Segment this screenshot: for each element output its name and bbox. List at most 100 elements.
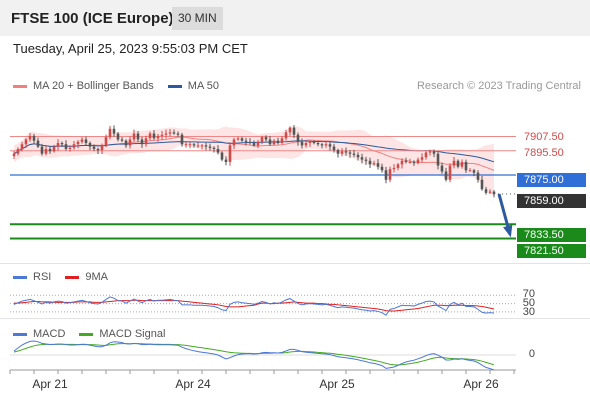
candle [208,146,212,148]
candle [40,146,44,154]
candle [248,141,252,144]
candle [356,154,360,158]
legend-macd-signal: MACD Signal [99,328,166,340]
rsi-level-70: 70 [522,288,535,300]
candle [272,140,276,145]
ma20-swatch [13,84,27,88]
candle [328,144,332,147]
candle [472,170,476,173]
candle [468,170,472,172]
candle [316,143,320,145]
x-tick-label: Apr 25 [319,377,355,391]
candle [220,152,224,160]
candle [132,133,136,140]
candle [332,146,336,151]
macd-swatch [13,332,27,336]
candle [92,146,96,149]
candle [136,133,140,140]
candle [156,135,160,139]
macd-signal-swatch [79,332,94,336]
candle [412,162,416,164]
candle [184,144,188,146]
support-1-label: 7833.50 [517,228,586,242]
x-tick-label: Apr 24 [175,377,211,391]
candle [372,163,376,165]
candle [336,150,340,154]
candle [376,163,380,167]
candle [388,169,392,180]
candle [392,167,396,170]
candle [252,143,256,146]
candle [312,141,316,144]
candle [112,128,116,134]
candle [80,139,84,142]
candle [268,139,272,145]
candle [420,157,424,160]
legend-rsi-ma: 9MA [85,271,108,283]
candle [32,135,36,141]
legend-macd: MACD [33,328,66,340]
candle [116,133,120,140]
candle [44,148,48,154]
candle [352,153,356,155]
chart-header: FTSE 100 (ICE Europe) 30 MIN [0,0,590,36]
candle [176,133,180,135]
resistance-2-label: 7907.50 [524,131,564,143]
candle [296,134,300,142]
candle [224,159,228,162]
candle [152,133,156,139]
support-2-label: 7821.50 [517,244,586,258]
candle [320,144,324,146]
copyright-text: Research © 2023 Trading Central [416,80,581,92]
candle [212,147,216,149]
candle [428,151,432,153]
candle [36,140,40,147]
candle [12,153,16,157]
candle [216,148,220,153]
candle [200,145,204,147]
legend-rsi: RSI [33,271,52,283]
candle [260,137,264,142]
pivot-label: 7875.00 [517,173,586,187]
candle [348,152,352,154]
candle [280,138,284,144]
candle [304,143,308,146]
candle [228,145,232,162]
resistance-1-label: 7895.50 [524,147,564,159]
candle [192,144,196,146]
candle [168,132,172,134]
candle [48,148,52,152]
candle [364,159,368,161]
candle [324,144,328,146]
candle [256,141,260,146]
legend-ma20: MA 20 + Bollinger Bands [33,80,154,92]
rsi-legend: RSI 9MA [13,271,108,283]
candle [484,189,488,193]
x-tick-label: Apr 21 [32,377,68,391]
main-legend: MA 20 + Bollinger Bands MA 50 [13,80,219,92]
candle [400,160,404,165]
last-price-label: 7859.00 [517,194,586,208]
timeframe-badge[interactable]: 30 MIN [172,7,223,30]
candle [204,145,208,147]
timestamp: Tuesday, April 25, 2023 9:55:03 PM CET [13,41,248,56]
candle [84,139,88,144]
ma50-swatch [167,84,182,88]
candle [72,144,76,148]
candle [276,140,280,144]
candle [432,151,436,154]
candle [448,165,452,180]
candle [20,144,24,149]
rsi-level-30: 30 [522,306,535,318]
candle [68,147,72,149]
candle [384,170,388,180]
candle [120,139,124,141]
candle [236,138,240,140]
candle [244,140,248,142]
candle [76,141,80,145]
candle [100,145,104,151]
candle [144,138,148,145]
candle [60,143,64,145]
rsi-level-50: 50 [522,297,535,309]
candle [424,152,428,158]
